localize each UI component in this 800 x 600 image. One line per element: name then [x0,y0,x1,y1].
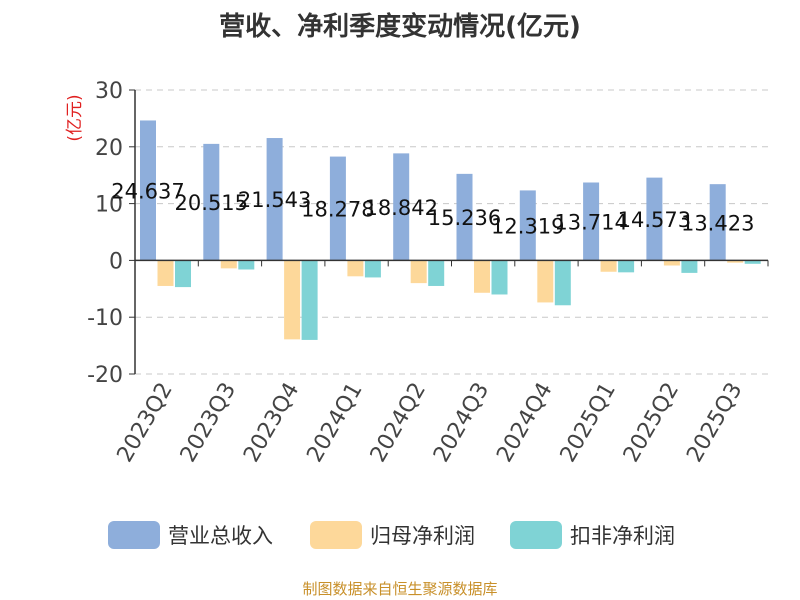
bar [600,260,617,272]
legend-label: 营业总收入 [168,524,273,548]
bar [583,182,600,261]
legend-swatch [510,521,562,549]
x-tick-label: 2025Q3 [682,379,747,467]
data-label: 12.319 [491,214,564,238]
y-tick-label: 10 [95,193,123,218]
x-tick-label: 2025Q2 [619,379,684,467]
bar [410,260,427,284]
x-tick-label: 2025Q1 [556,379,621,467]
bar [364,260,381,278]
x-tick-label: 2024Q2 [366,378,431,466]
bar [618,260,635,273]
data-label: 18.278 [301,197,374,221]
data-label: 13.423 [681,211,754,235]
bar [238,260,255,270]
y-tick-label: 0 [109,249,123,274]
bar [140,120,156,261]
bar [157,260,174,286]
bar [709,184,726,261]
legend-label: 扣非净利润 [570,524,675,548]
bar [220,260,237,269]
bar [329,156,346,261]
bar [681,260,698,273]
legend-swatch [310,521,362,549]
bar [428,260,445,286]
bar [646,177,663,261]
data-label: 15.236 [428,206,501,230]
bar [301,260,318,340]
x-tick-label: 2023Q3 [176,379,241,467]
data-label: 14.573 [618,208,691,232]
y-tick-label: 30 [95,79,123,104]
data-label: 18.842 [364,196,437,220]
x-tick-label: 2023Q2 [113,379,178,467]
x-tick-label: 2024Q4 [492,379,557,467]
bar [727,260,744,263]
chart-title: 营收、净利季度变动情况(亿元) [219,12,581,42]
bar [554,260,571,306]
legend-label: 归母净利润 [370,524,475,548]
data-label: 13.714 [554,210,627,234]
x-tick-label: 2024Q3 [429,379,494,467]
y-axis-label: (亿元) [65,94,85,141]
source-note: 制图数据来自恒生聚源数据库 [302,580,498,598]
bar [537,260,554,303]
legend-swatch [108,521,160,549]
bar [175,260,191,288]
y-tick-label: -10 [87,306,123,331]
bar [663,260,680,266]
bar [456,173,473,261]
bar [474,260,490,293]
data-label: 24.637 [111,179,184,203]
bar [519,190,536,261]
data-label: 21.543 [238,188,311,212]
bar [266,138,283,261]
y-tick-label: -20 [87,363,123,388]
bar [284,260,301,340]
bar [203,143,220,261]
bar [393,153,410,261]
y-tick-label: 20 [95,136,123,161]
x-tick-label: 2024Q1 [302,379,367,467]
bar [744,260,761,264]
data-label: 20.515 [175,191,248,215]
bar [491,260,508,295]
x-tick-label: 2023Q4 [239,379,304,467]
bar [347,260,364,277]
